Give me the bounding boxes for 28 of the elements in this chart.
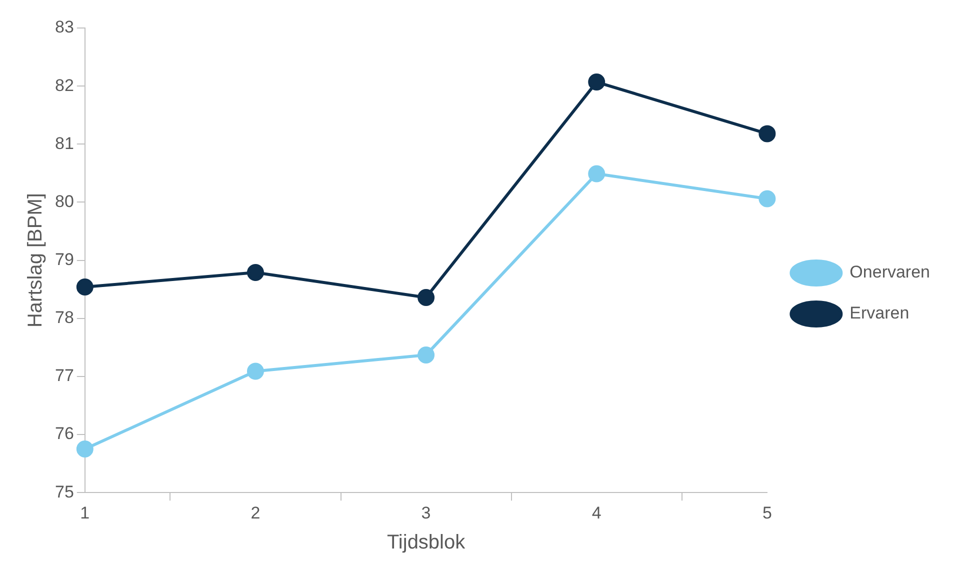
point — [246, 362, 264, 380]
point — [418, 288, 435, 306]
y-tick-label: 76 — [54, 424, 74, 444]
y-axis-title: Hartslag [BPM] — [24, 193, 47, 328]
x-tick-label: 4 — [592, 503, 602, 522]
x-tick-label: 2 — [250, 503, 260, 522]
y-tick-label: 80 — [54, 192, 74, 211]
point — [76, 440, 94, 458]
legend-label: Onervaren — [850, 262, 930, 282]
x-axis-title: Tijdsblok — [386, 532, 466, 554]
y-tick-label: 75 — [54, 482, 74, 502]
point — [588, 74, 606, 91]
point — [588, 165, 606, 182]
point — [758, 190, 776, 208]
point — [418, 346, 435, 364]
x-tick-label: 3 — [421, 503, 431, 522]
legend-label: Ervaren — [850, 304, 910, 323]
point — [76, 278, 94, 296]
y-tick-label: 83 — [54, 18, 74, 37]
y-tick-label: 81 — [54, 134, 74, 153]
point — [758, 125, 776, 142]
y-tick-label: 82 — [54, 76, 74, 95]
x-tick-label: 5 — [762, 503, 772, 522]
x-tick-label: 1 — [80, 503, 90, 522]
point — [246, 264, 264, 281]
y-tick-label: 79 — [54, 250, 74, 269]
y-tick-label: 78 — [54, 308, 74, 328]
y-tick-label: 77 — [54, 366, 74, 386]
